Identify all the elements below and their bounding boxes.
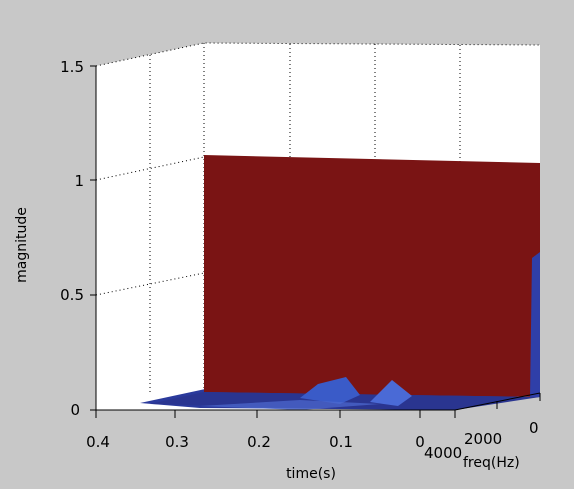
y-tick-label-0: 0 bbox=[529, 419, 539, 437]
y-tick-label-2000: 2000 bbox=[464, 430, 502, 448]
y-ticks bbox=[454, 393, 541, 418]
x-tick-label-0.4: 0.4 bbox=[86, 433, 110, 451]
x-tick-label-0.1: 0.1 bbox=[329, 433, 353, 451]
grid-z-1 bbox=[95, 156, 205, 181]
z-ticks bbox=[90, 65, 96, 411]
z-tick-label-1.5: 1.5 bbox=[60, 58, 84, 76]
surface-low-sheen bbox=[200, 400, 380, 410]
z-axis-label: magnitude bbox=[14, 207, 30, 283]
z-tick-label-1: 1 bbox=[74, 172, 84, 190]
x-tick-label-0: 0 bbox=[415, 433, 425, 451]
z-tick-label-0: 0 bbox=[70, 401, 80, 419]
y-tick-label-4000: 4000 bbox=[424, 444, 462, 462]
surface-peak-2 bbox=[370, 380, 412, 406]
surface-peak-1 bbox=[300, 377, 360, 404]
surface-wall bbox=[204, 155, 540, 397]
grid-z-1.5 bbox=[95, 42, 541, 67]
x-ticks bbox=[95, 410, 421, 418]
y-axis-label: freq(Hz) bbox=[463, 455, 520, 471]
z-tick-label-0.5: 0.5 bbox=[60, 286, 84, 304]
x-axis-label: time(s) bbox=[286, 466, 336, 482]
x-tick-label-0.3: 0.3 bbox=[165, 433, 189, 451]
x-tick-label-0.2: 0.2 bbox=[247, 433, 271, 451]
surface-wall-edge bbox=[530, 252, 540, 398]
